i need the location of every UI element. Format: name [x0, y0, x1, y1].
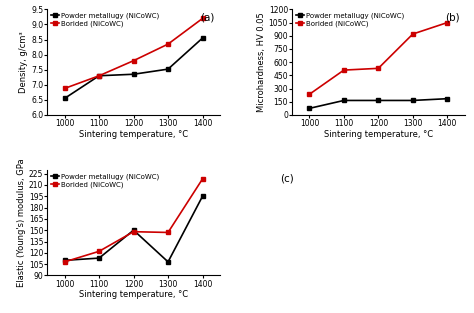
Line: Powder metallugy (NiCoWC): Powder metallugy (NiCoWC)	[63, 194, 205, 264]
Borided (NiCoWC)	[445, 21, 450, 24]
Borided (NiCoWC)	[341, 68, 346, 72]
Powder metallugy (NiCoWC)	[375, 99, 381, 102]
Powder metallugy (NiCoWC)	[165, 67, 171, 71]
Text: (a): (a)	[200, 13, 215, 23]
Borided (NiCoWC)	[96, 249, 102, 253]
Powder metallugy (NiCoWC)	[131, 72, 137, 76]
Borided (NiCoWC)	[62, 86, 67, 90]
Line: Powder metallugy (NiCoWC): Powder metallugy (NiCoWC)	[63, 36, 205, 100]
Text: (c): (c)	[280, 173, 294, 183]
Y-axis label: Elastic (Young's) modulus, GPa: Elastic (Young's) modulus, GPa	[17, 158, 26, 287]
Legend: Powder metallugy (NiCoWC), Borided (NiCoWC): Powder metallugy (NiCoWC), Borided (NiCo…	[51, 173, 160, 188]
Borided (NiCoWC)	[131, 230, 137, 233]
Borided (NiCoWC)	[410, 32, 416, 36]
X-axis label: Sintering temperature, °C: Sintering temperature, °C	[324, 130, 433, 139]
Powder metallugy (NiCoWC)	[410, 99, 416, 102]
Powder metallugy (NiCoWC)	[96, 256, 102, 260]
Borided (NiCoWC)	[200, 17, 205, 20]
Powder metallugy (NiCoWC)	[200, 194, 205, 198]
Line: Powder metallugy (NiCoWC): Powder metallugy (NiCoWC)	[307, 97, 449, 110]
Powder metallugy (NiCoWC)	[445, 97, 450, 100]
Powder metallugy (NiCoWC)	[307, 106, 312, 110]
Powder metallugy (NiCoWC)	[165, 260, 171, 264]
Powder metallugy (NiCoWC)	[200, 36, 205, 40]
Powder metallugy (NiCoWC)	[341, 99, 346, 102]
X-axis label: Sintering temperature, °C: Sintering temperature, °C	[79, 290, 188, 299]
Borided (NiCoWC)	[375, 66, 381, 70]
Legend: Powder metallugy (NiCoWC), Borided (NiCoWC): Powder metallugy (NiCoWC), Borided (NiCo…	[51, 13, 160, 27]
Legend: Powder metallugy (NiCoWC), Borided (NiCoWC): Powder metallugy (NiCoWC), Borided (NiCo…	[296, 13, 404, 27]
Powder metallugy (NiCoWC)	[62, 96, 67, 100]
Powder metallugy (NiCoWC)	[96, 74, 102, 78]
Y-axis label: Density, g/cm³: Density, g/cm³	[19, 31, 28, 93]
Line: Borided (NiCoWC): Borided (NiCoWC)	[63, 16, 205, 90]
Borided (NiCoWC)	[165, 231, 171, 234]
Borided (NiCoWC)	[96, 74, 102, 78]
X-axis label: Sintering temperature, °C: Sintering temperature, °C	[79, 130, 188, 139]
Text: (b): (b)	[445, 13, 459, 23]
Borided (NiCoWC)	[200, 177, 205, 181]
Y-axis label: Microhardness, HV 0.05: Microhardness, HV 0.05	[257, 12, 266, 112]
Borided (NiCoWC)	[307, 92, 312, 96]
Borided (NiCoWC)	[165, 42, 171, 46]
Borided (NiCoWC)	[131, 59, 137, 63]
Line: Borided (NiCoWC): Borided (NiCoWC)	[307, 21, 449, 96]
Powder metallugy (NiCoWC)	[131, 228, 137, 232]
Powder metallugy (NiCoWC)	[62, 259, 67, 262]
Line: Borided (NiCoWC): Borided (NiCoWC)	[63, 177, 205, 264]
Borided (NiCoWC)	[62, 260, 67, 264]
